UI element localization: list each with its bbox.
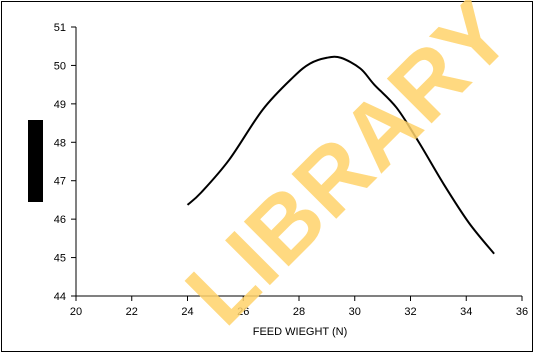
x-tick-label: 22: [126, 306, 138, 318]
y-tick-label: 51: [54, 22, 66, 34]
x-tick-label: 20: [70, 306, 82, 318]
x-tick-label: 34: [460, 306, 472, 318]
x-tick-label: 30: [349, 306, 361, 318]
tick-labels: 44 45 46 47 48 49 50 51 20 22 24 26 28 30 32 34 36: [54, 22, 528, 318]
x-tick-label: 36: [516, 306, 528, 318]
axes: [71, 26, 523, 301]
y-tick-label: 50: [54, 60, 66, 72]
x-axis-label: FEED WIEGHT (N): [253, 326, 348, 338]
watermark: LIBRARY: [167, 0, 531, 344]
x-tick-label: 26: [237, 306, 249, 318]
plot-series: [186, 55, 495, 255]
y-tick-label: 44: [54, 291, 66, 303]
series-line: [186, 55, 495, 255]
y-tick-label: 45: [54, 253, 66, 265]
y-tick-label: 48: [54, 137, 66, 149]
y-tick-label: 47: [54, 176, 66, 188]
x-tick-label: 24: [181, 306, 193, 318]
y-tick-label: 46: [54, 214, 66, 226]
y-tick-label: 49: [54, 99, 66, 111]
x-tick-label: 32: [404, 306, 416, 318]
redaction-bar: [28, 120, 43, 202]
x-tick-label: 28: [293, 306, 305, 318]
